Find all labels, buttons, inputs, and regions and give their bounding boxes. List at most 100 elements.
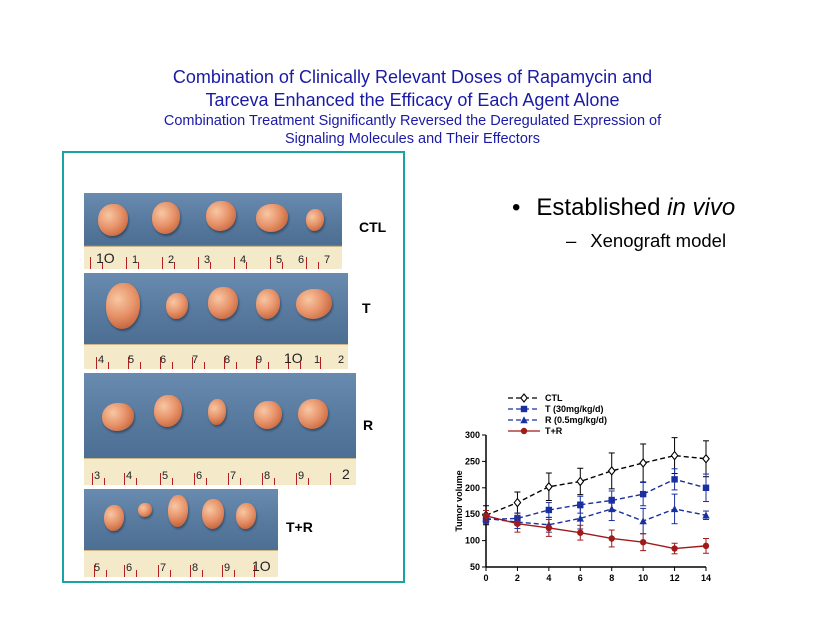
ruler-number: 6 xyxy=(160,354,167,366)
legend-label: R (0.5mg/kg/d) xyxy=(545,415,607,425)
ruler-number: 1O xyxy=(284,350,303,366)
x-tick-label: 0 xyxy=(483,573,488,583)
ruler-number: 1 xyxy=(132,254,139,266)
ruler-number: 9 xyxy=(298,470,305,482)
data-point xyxy=(482,512,490,519)
ruler-number: 5 xyxy=(276,254,283,266)
x-tick-label: 6 xyxy=(578,573,583,583)
ruler-number: 5 xyxy=(128,354,135,366)
bullet-dash: – xyxy=(566,230,577,251)
tumor-image xyxy=(254,401,282,429)
legend-label: CTL xyxy=(545,393,563,403)
data-point xyxy=(671,545,678,552)
ruler-number: 7 xyxy=(192,354,199,366)
slide-title-line-1: Combination of Clinically Relevant Doses… xyxy=(172,67,653,87)
legend-label: T+R xyxy=(545,426,563,436)
ruler-number: 9 xyxy=(224,562,231,574)
tumor-image xyxy=(306,209,324,231)
bullet-dot: • xyxy=(512,194,521,221)
ruler-number: 3 xyxy=(94,470,101,482)
data-point xyxy=(608,505,616,513)
tumor-image xyxy=(298,399,328,429)
ruler-number: 8 xyxy=(264,470,271,482)
data-point xyxy=(639,517,647,525)
ruler-number: 1O xyxy=(252,558,271,574)
y-axis-label: Tumor volume xyxy=(454,470,464,531)
ruler-number: 3 xyxy=(204,254,211,266)
data-point xyxy=(670,505,679,513)
tumor-image xyxy=(104,505,124,531)
tumor-image xyxy=(236,503,256,529)
data-point xyxy=(513,497,522,508)
slide-subtitle-line-2: Signaling Molecules and Their Effectors xyxy=(285,131,540,147)
y-tick-label: 250 xyxy=(465,456,480,466)
y-tick-label: 150 xyxy=(465,509,480,519)
bullet-xenograft: – Xenograft model xyxy=(566,230,726,252)
slide-title-line-2: Tarceva Enhanced the Efficacy of Each Ag… xyxy=(205,90,620,110)
data-point xyxy=(702,484,710,491)
legend-marker xyxy=(520,427,528,435)
data-point xyxy=(639,490,647,498)
x-tick-label: 2 xyxy=(515,573,520,583)
ruler-number: 2 xyxy=(342,466,350,482)
data-point xyxy=(577,529,584,536)
ruler-number: 1 xyxy=(314,354,321,366)
data-point xyxy=(702,453,710,464)
tumor-volume-chart: 50 100 150 200 250 300 0 2 4 6 8 10 12 14 Tumor volume… xyxy=(454,393,711,583)
tumor-image xyxy=(202,499,224,529)
series-line-0 xyxy=(485,454,707,516)
tumor-image xyxy=(166,293,188,319)
legend-marker xyxy=(520,416,528,424)
ruler-number: 4 xyxy=(126,470,133,482)
tumor-image xyxy=(154,395,182,427)
ruler-number: 9 xyxy=(256,354,263,366)
tumor-image xyxy=(256,204,288,232)
y-tick-label: 300 xyxy=(465,430,480,440)
ruler-number: 5 xyxy=(94,562,101,574)
data-point xyxy=(670,450,679,461)
ruler: 4 5 6 7 8 9 1O 1 2 xyxy=(84,344,348,369)
ruler-number: 4 xyxy=(240,254,247,266)
legend-marker xyxy=(520,405,528,413)
slide-subtitle-line-1: Combination Treatment Significantly Reve… xyxy=(163,113,662,129)
ruler-number: 4 xyxy=(98,354,105,366)
tumor-image xyxy=(152,202,180,234)
x-tick-label: 14 xyxy=(701,573,711,583)
bullet-main-text: Established xyxy=(536,194,668,221)
tumor-image xyxy=(98,204,128,236)
y-tick-label: 50 xyxy=(470,562,480,572)
ruler-number: 8 xyxy=(224,354,231,366)
tumor-photo-r: 3 4 5 6 7 8 9 2 xyxy=(84,373,356,485)
tumor-photo-t: 4 5 6 7 8 9 1O 1 2 xyxy=(84,273,348,369)
data-point xyxy=(576,476,585,487)
tumor-image xyxy=(138,503,152,517)
tumor-image xyxy=(296,289,332,319)
x-tick-label: 12 xyxy=(670,573,680,583)
group-label-t: T xyxy=(362,300,371,316)
tumor-photo-tr: 5 6 7 8 9 1O xyxy=(84,489,278,577)
slide-title-block: Combination of Clinically Relevant Doses… xyxy=(0,66,825,148)
tumor-image xyxy=(102,403,134,431)
bullet-sub-text: Xenograft model xyxy=(590,230,727,251)
x-tick-label: 8 xyxy=(609,573,614,583)
ruler: 5 6 7 8 9 1O xyxy=(84,550,278,577)
data-point xyxy=(639,538,647,546)
tumor-image xyxy=(106,283,140,329)
ruler-number: 7 xyxy=(324,254,331,266)
x-tick-label: 4 xyxy=(546,573,551,583)
data-point xyxy=(545,524,553,532)
tumor-image xyxy=(208,399,226,425)
y-tick-label: 200 xyxy=(465,483,480,493)
data-point xyxy=(514,520,521,527)
series-line-2 xyxy=(485,508,707,526)
tumor-image xyxy=(206,201,236,231)
tumor-photo-frame: 1O 1 2 3 4 5 6 7 CTL 4 5 6 xyxy=(62,151,405,583)
data-point xyxy=(671,476,678,483)
ruler-number: 8 xyxy=(192,562,199,574)
group-label-r: R xyxy=(363,417,374,433)
ruler-number: 2 xyxy=(168,254,175,266)
y-tick-label: 100 xyxy=(465,536,480,546)
tumor-image xyxy=(208,287,238,319)
data-point xyxy=(545,506,553,514)
ruler-number: 6 xyxy=(126,562,133,574)
